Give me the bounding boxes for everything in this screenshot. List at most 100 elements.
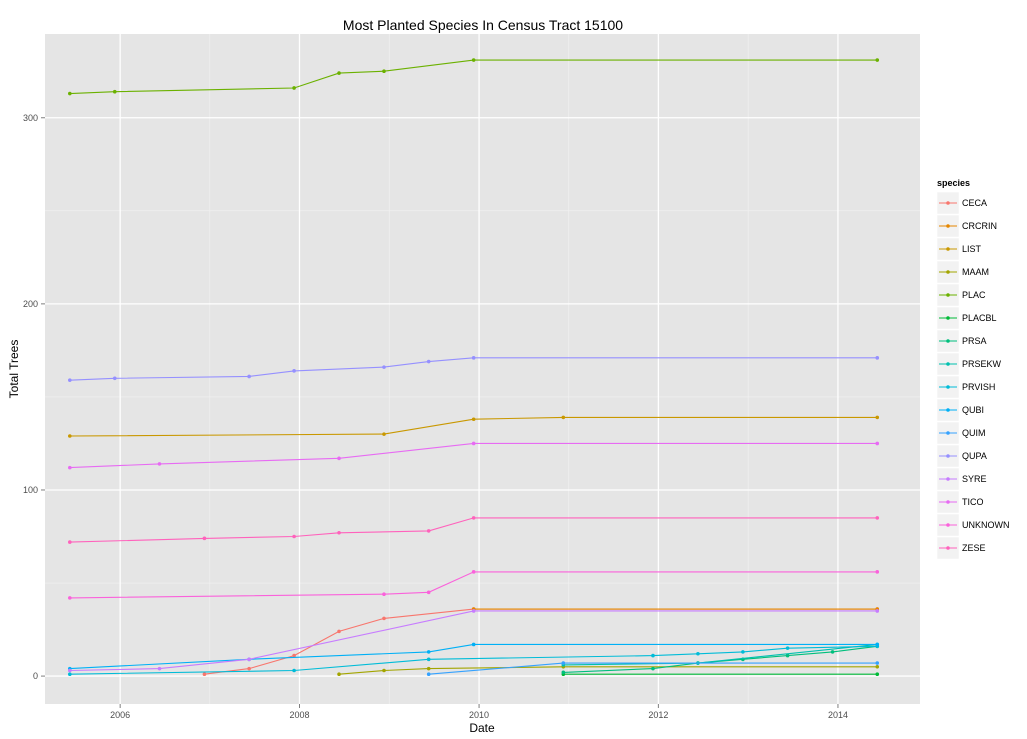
legend-key-point <box>946 431 950 435</box>
data-point <box>68 465 72 470</box>
legend-label: UNKNOWN <box>962 520 1010 530</box>
legend-key-point <box>946 362 950 366</box>
minor-gridlines <box>45 34 920 704</box>
legend-label: CRCRIN <box>962 221 997 231</box>
data-point <box>382 365 386 369</box>
legend-key-point <box>946 270 950 274</box>
legend-item: CRCRIN <box>936 214 997 238</box>
data-point <box>337 629 341 634</box>
legend-items: CECA CRCRIN LIST MAAM PLAC PLACBL PRSA PRSEKW PR… <box>936 191 1010 560</box>
data-point <box>426 529 431 533</box>
y-axis: 0 100 200 300 <box>23 113 45 681</box>
legend-label: ZESE <box>962 543 986 553</box>
data-point <box>202 672 207 677</box>
data-point <box>426 657 431 662</box>
x-tick-label: 2006 <box>110 710 130 720</box>
legend-item: PLAC <box>936 283 986 307</box>
legend-item: QUIM <box>936 421 986 445</box>
legend-key-point <box>946 385 950 389</box>
legend-label: TICO <box>962 497 984 507</box>
y-tick-label: 300 <box>23 113 38 123</box>
data-point <box>202 536 207 541</box>
data-point <box>696 651 700 656</box>
data-point <box>112 89 117 94</box>
data-point <box>382 668 386 673</box>
series-line <box>69 645 878 675</box>
y-tick-label: 100 <box>23 485 38 495</box>
data-point <box>561 661 566 665</box>
data-point <box>68 378 72 382</box>
data-point <box>382 432 386 436</box>
legend-item: PRSEKW <box>936 352 1002 376</box>
data-point <box>471 609 476 613</box>
series-syre <box>68 609 880 673</box>
data-point <box>875 516 880 520</box>
x-tick-label: 2008 <box>289 710 309 720</box>
legend-key-point <box>946 247 950 251</box>
legend-label: QUPA <box>962 451 987 461</box>
data-point <box>561 670 566 675</box>
data-point <box>68 668 72 673</box>
data-point <box>68 434 72 438</box>
legend-key-point <box>946 316 950 320</box>
data-point <box>292 86 296 90</box>
legend-item: CECA <box>936 191 987 215</box>
legend-item: TICO <box>936 490 984 514</box>
legend-item: PRSA <box>936 329 987 353</box>
legend-key-point <box>946 477 950 481</box>
data-point <box>471 570 476 574</box>
legend-label: SYRE <box>962 474 987 484</box>
series-quim <box>426 661 880 677</box>
data-point <box>68 596 72 600</box>
data-point <box>68 540 72 544</box>
data-point <box>426 650 431 654</box>
data-point <box>471 642 476 647</box>
x-tick-label: 2012 <box>648 710 668 720</box>
data-point <box>157 462 162 466</box>
legend-key-point <box>946 546 950 550</box>
data-point <box>651 666 655 671</box>
data-point <box>426 666 431 671</box>
series-qupa <box>68 356 880 382</box>
series-layer <box>68 58 880 677</box>
legend-key-point <box>946 408 950 412</box>
x-axis: 2006 2008 2010 2012 2014 <box>110 704 848 720</box>
data-point <box>875 356 880 360</box>
legend-key-point <box>946 500 950 504</box>
y-axis-title: Total Trees <box>7 340 21 399</box>
data-point <box>875 664 880 669</box>
data-point <box>875 609 880 613</box>
data-point <box>785 646 790 650</box>
legend-title: species <box>937 178 970 188</box>
data-point <box>426 672 431 677</box>
legend-key-point <box>946 201 950 205</box>
legend-label: MAAM <box>962 267 989 277</box>
chart-title: Most Planted Species In Census Tract 151… <box>343 17 623 33</box>
data-point <box>247 374 251 379</box>
data-point <box>68 672 72 677</box>
data-point <box>875 642 880 647</box>
legend-label: PLAC <box>962 290 986 300</box>
data-point <box>337 71 341 75</box>
data-point <box>785 653 790 658</box>
series-zese <box>68 516 880 544</box>
legend-item: UNKNOWN <box>936 513 1010 537</box>
legend-key-point <box>946 339 950 343</box>
data-point <box>382 69 386 74</box>
data-point <box>292 668 296 673</box>
data-point <box>247 657 251 662</box>
data-point <box>68 91 72 96</box>
data-point <box>830 650 835 654</box>
legend-item: ZESE <box>936 536 986 560</box>
data-point <box>471 417 476 422</box>
legend-label: PLACBL <box>962 313 997 323</box>
data-point <box>337 530 341 535</box>
data-point <box>426 590 431 595</box>
data-point <box>875 58 880 62</box>
legend-key-point <box>946 293 950 297</box>
legend-item: MAAM <box>936 260 989 284</box>
series-tico <box>68 441 880 470</box>
data-point <box>112 376 117 381</box>
legend-item: QUPA <box>936 444 987 468</box>
